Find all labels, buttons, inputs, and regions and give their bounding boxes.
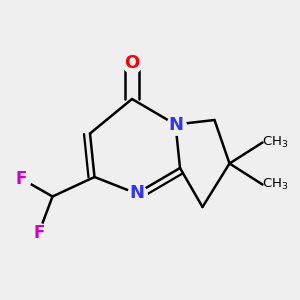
Text: O: O: [124, 54, 140, 72]
Text: F: F: [33, 224, 45, 242]
Text: CH$_3$: CH$_3$: [262, 177, 289, 192]
Text: N: N: [168, 116, 183, 134]
Text: N: N: [129, 184, 144, 202]
Text: F: F: [15, 169, 27, 188]
Text: CH$_3$: CH$_3$: [262, 135, 289, 150]
